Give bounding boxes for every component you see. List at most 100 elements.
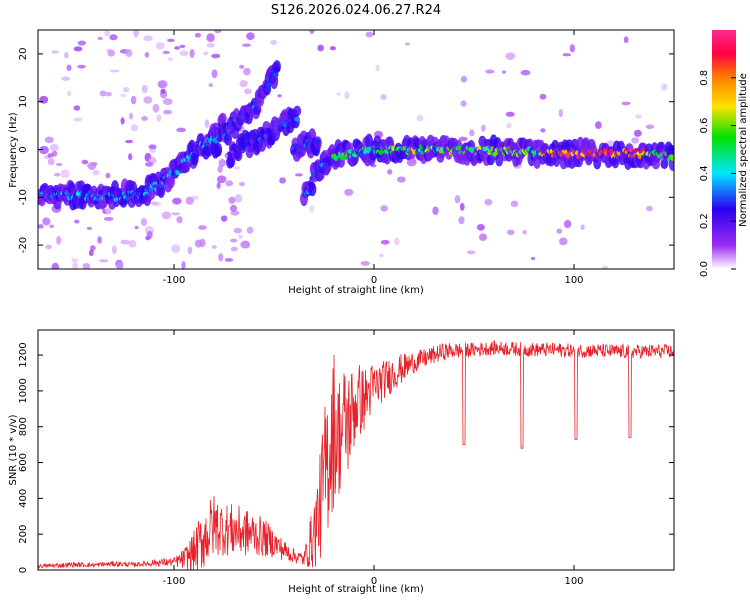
spectrogram-noise-blob: [176, 127, 187, 133]
spectrogram-noise-blob: [155, 42, 165, 50]
spectrogram-noise-blob: [181, 261, 186, 269]
spectrogram-noise-blob: [206, 33, 215, 43]
spectrogram-noise-blob: [107, 49, 116, 57]
spectrogram-halo: [167, 174, 175, 189]
spectrogram-noise-blob: [460, 100, 467, 107]
colorbar-tick-label: 0.0: [699, 261, 710, 277]
spectrogram-noise-blob: [171, 212, 181, 216]
spectrogram-noise-blob: [72, 262, 79, 269]
spectrogram-noise-blob: [47, 158, 55, 166]
spectrogram-noise-blob: [162, 50, 171, 54]
spectrogram-noise-blob: [140, 217, 147, 227]
spectrogram-noise-blob: [387, 169, 393, 175]
spectrogram-noise-blob: [146, 230, 153, 239]
spectrogram-noise-blob: [230, 246, 238, 252]
spectrogram-ridge-blob: [608, 148, 615, 154]
spectrogram-noise-blob: [238, 64, 245, 69]
spectrogram-noise-blob: [60, 169, 70, 179]
spectrogram-noise-blob: [206, 42, 215, 48]
spectrogram-ridge-blob: [264, 87, 271, 93]
spectrogram-noise-blob: [97, 236, 102, 244]
spectrogram-ridge-blob: [669, 155, 674, 161]
spectrogram-noise-blob: [98, 259, 109, 263]
spectrogram-noise-blob: [179, 50, 189, 57]
spectrogram-xtick-label: -100: [163, 275, 186, 286]
spectrogram-noise-blob: [45, 244, 52, 250]
spectrogram-noise-blob: [580, 224, 585, 231]
spectrogram-noise-blob: [49, 224, 55, 229]
snr-background: [38, 330, 674, 570]
spectrogram-noise-blob: [506, 229, 515, 236]
spectrogram-marks: [38, 30, 674, 269]
spectrogram-halo: [253, 104, 262, 115]
spectrogram-noise-blob: [375, 64, 380, 72]
spectrogram-ytick-label: 10: [18, 95, 29, 108]
spectrogram-noise-blob: [309, 205, 315, 213]
spectrogram-noise-blob: [187, 246, 193, 255]
spectrogram-noise-blob: [484, 198, 493, 206]
spectrogram-noise-blob: [621, 101, 631, 106]
spectrogram-noise-blob: [203, 51, 208, 56]
snr-xtick-label: 100: [564, 576, 583, 587]
spectrogram-halo: [308, 182, 317, 197]
spectrogram-noise-blob: [246, 32, 255, 41]
spectrogram-noise-blob: [239, 80, 248, 88]
spectrogram-noise-blob: [558, 109, 563, 118]
spectrogram-halo: [293, 105, 302, 117]
spectrogram-noise-blob: [623, 36, 629, 44]
spectrogram-noise-blob: [246, 226, 254, 234]
spectrogram-noise-blob: [270, 39, 278, 45]
spectrogram-noise-blob: [228, 196, 236, 204]
spectrogram-noise-blob: [481, 124, 486, 132]
spectrogram-noise-blob: [317, 44, 325, 52]
colorbar-tick-label: 0.4: [699, 165, 710, 181]
spectrogram-noise-blob: [86, 226, 93, 230]
spectrogram-noise-blob: [151, 201, 162, 207]
spectrogram-noise-blob: [242, 43, 251, 47]
colorbar: 0.0 0.2 0.4 0.6 0.8 Normalized spectral ampl…: [699, 30, 749, 277]
spectrogram-noise-blob: [115, 261, 124, 269]
spectrogram-noise-blob: [458, 136, 468, 142]
spectrogram-noise-blob: [148, 144, 157, 150]
spectrogram-noise-blob: [393, 237, 400, 246]
colorbar-axes: 0.0 0.2 0.4 0.6 0.8: [699, 70, 736, 277]
spectrogram-noise-blob: [128, 240, 137, 248]
spectrogram-noise-blob: [478, 233, 488, 241]
spectrogram-noise-blob: [73, 105, 81, 111]
spectrogram-xtick-label: 100: [564, 275, 583, 286]
spectrogram-noise-blob: [120, 239, 130, 245]
snr-xtick-label: -100: [163, 576, 186, 587]
spectrogram-ylabel: Frequency (Hz): [8, 112, 19, 188]
spectrogram-noise-blob: [458, 216, 465, 225]
spectrogram-noise-blob: [634, 129, 642, 137]
spectrogram-noise-blob: [198, 225, 207, 230]
spectrogram-noise-blob: [218, 253, 224, 262]
spectrogram-noise-blob: [194, 239, 203, 248]
snr-ytick-label: 800: [18, 417, 29, 436]
spectrogram-noise-blob: [380, 239, 390, 245]
spectrogram-noise-blob: [329, 46, 336, 51]
spectrogram-noise-blob: [97, 36, 103, 41]
snr-ytick-label: 1200: [18, 342, 29, 367]
snr-ytick-label: 600: [18, 453, 29, 472]
spectrogram-noise-blob: [569, 44, 576, 53]
spectrogram-noise-blob: [47, 153, 54, 158]
spectrogram-ridge-blob: [314, 139, 321, 145]
spectrogram-noise-blob: [143, 35, 153, 42]
spectrogram-noise-blob: [279, 177, 287, 184]
spectrogram-noise-blob: [244, 88, 252, 95]
spectrogram-noise-blob: [125, 139, 134, 144]
spectrogram-noise-blob: [309, 30, 315, 35]
spectrogram-noise-blob: [152, 103, 160, 113]
snr-ylabel: SNR (10 * v/v): [8, 414, 19, 485]
spectrogram-noise-blob: [128, 153, 133, 161]
spectrogram-noise-blob: [506, 122, 512, 129]
spectrogram-noise-blob: [460, 75, 468, 83]
spectrogram-noise-blob: [73, 46, 83, 52]
spectrogram-noise-blob: [406, 158, 417, 167]
spectrogram-ytick-label: 20: [18, 48, 29, 61]
colorbar-label: Normalized spectral amplitude: [738, 73, 749, 227]
spectrogram-noise-blob: [211, 69, 218, 79]
